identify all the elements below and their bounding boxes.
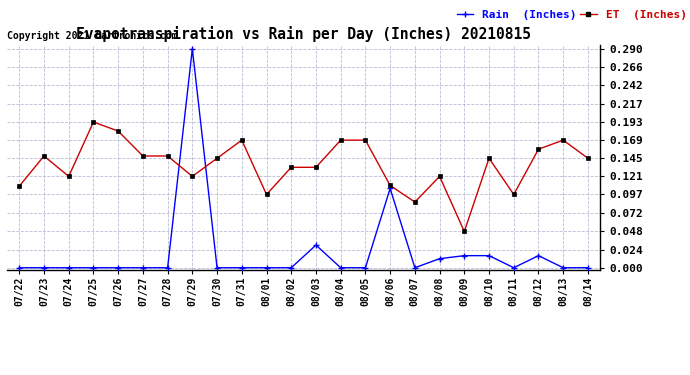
Rain  (Inches) [15, 266, 23, 270]
ET  (Inches) [139, 154, 147, 158]
ET  (Inches) [386, 183, 394, 188]
Rain  (Inches) [460, 254, 469, 258]
ET  (Inches) [460, 229, 469, 234]
ET  (Inches) [65, 174, 73, 178]
ET  (Inches) [237, 138, 246, 142]
Rain  (Inches) [237, 266, 246, 270]
ET  (Inches) [510, 192, 518, 197]
Text: Copyright 2021 Cartronics.com: Copyright 2021 Cartronics.com [7, 32, 177, 41]
ET  (Inches) [40, 154, 48, 158]
ET  (Inches) [287, 165, 295, 170]
Rain  (Inches) [337, 266, 345, 270]
Legend: Rain  (Inches), ET  (Inches): Rain (Inches), ET (Inches) [457, 10, 687, 20]
Rain  (Inches) [287, 266, 295, 270]
Rain  (Inches) [188, 46, 197, 51]
Rain  (Inches) [164, 266, 172, 270]
Rain  (Inches) [139, 266, 147, 270]
ET  (Inches) [213, 156, 221, 160]
Line: ET  (Inches): ET (Inches) [17, 120, 590, 234]
ET  (Inches) [485, 156, 493, 160]
Rain  (Inches) [89, 266, 97, 270]
ET  (Inches) [312, 165, 320, 170]
ET  (Inches) [534, 147, 542, 152]
Rain  (Inches) [114, 266, 122, 270]
Rain  (Inches) [65, 266, 73, 270]
ET  (Inches) [164, 154, 172, 158]
ET  (Inches) [262, 192, 270, 197]
ET  (Inches) [411, 200, 419, 204]
ET  (Inches) [114, 129, 122, 134]
Rain  (Inches) [386, 186, 394, 191]
Rain  (Inches) [213, 266, 221, 270]
Rain  (Inches) [312, 243, 320, 248]
Rain  (Inches) [534, 254, 542, 258]
ET  (Inches) [188, 174, 197, 178]
ET  (Inches) [15, 184, 23, 189]
Rain  (Inches) [40, 266, 48, 270]
Rain  (Inches) [559, 266, 567, 270]
ET  (Inches) [89, 120, 97, 124]
Rain  (Inches) [262, 266, 270, 270]
Rain  (Inches) [510, 266, 518, 270]
Rain  (Inches) [411, 266, 419, 270]
ET  (Inches) [584, 156, 592, 160]
Rain  (Inches) [485, 254, 493, 258]
ET  (Inches) [337, 138, 345, 142]
Title: Evapotranspiration vs Rain per Day (Inches) 20210815: Evapotranspiration vs Rain per Day (Inch… [76, 27, 531, 42]
ET  (Inches) [362, 138, 370, 142]
Line: Rain  (Inches): Rain (Inches) [17, 46, 591, 270]
Rain  (Inches) [435, 256, 444, 261]
Rain  (Inches) [584, 266, 592, 270]
Rain  (Inches) [362, 266, 370, 270]
ET  (Inches) [435, 174, 444, 178]
ET  (Inches) [559, 138, 567, 142]
